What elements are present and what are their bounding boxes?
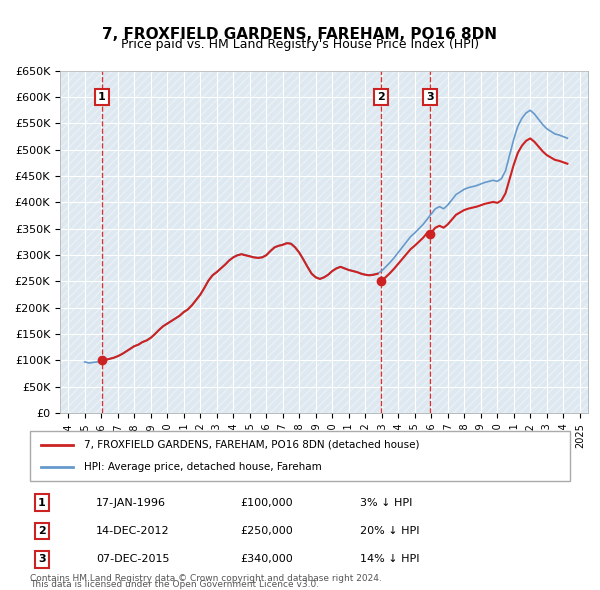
- Text: 2: 2: [377, 92, 385, 102]
- Text: 14% ↓ HPI: 14% ↓ HPI: [360, 555, 419, 564]
- Text: HPI: Average price, detached house, Fareham: HPI: Average price, detached house, Fare…: [84, 462, 322, 472]
- Text: Contains HM Land Registry data © Crown copyright and database right 2024.: Contains HM Land Registry data © Crown c…: [30, 574, 382, 583]
- Text: 17-JAN-1996: 17-JAN-1996: [96, 498, 166, 507]
- Text: £100,000: £100,000: [240, 498, 293, 507]
- Text: 3% ↓ HPI: 3% ↓ HPI: [360, 498, 412, 507]
- Text: £250,000: £250,000: [240, 526, 293, 536]
- Text: 2: 2: [38, 526, 46, 536]
- Text: This data is licensed under the Open Government Licence v3.0.: This data is licensed under the Open Gov…: [30, 581, 319, 589]
- Text: Price paid vs. HM Land Registry's House Price Index (HPI): Price paid vs. HM Land Registry's House …: [121, 38, 479, 51]
- Text: £340,000: £340,000: [240, 555, 293, 564]
- Text: 07-DEC-2015: 07-DEC-2015: [96, 555, 170, 564]
- Text: 3: 3: [426, 92, 434, 102]
- Text: 7, FROXFIELD GARDENS, FAREHAM, PO16 8DN: 7, FROXFIELD GARDENS, FAREHAM, PO16 8DN: [103, 27, 497, 41]
- Text: 1: 1: [38, 498, 46, 507]
- Text: 14-DEC-2012: 14-DEC-2012: [96, 526, 170, 536]
- Text: 7, FROXFIELD GARDENS, FAREHAM, PO16 8DN (detached house): 7, FROXFIELD GARDENS, FAREHAM, PO16 8DN …: [84, 440, 419, 450]
- Text: 3: 3: [38, 555, 46, 564]
- Text: 1: 1: [98, 92, 106, 102]
- Text: 20% ↓ HPI: 20% ↓ HPI: [360, 526, 419, 536]
- FancyBboxPatch shape: [30, 431, 570, 481]
